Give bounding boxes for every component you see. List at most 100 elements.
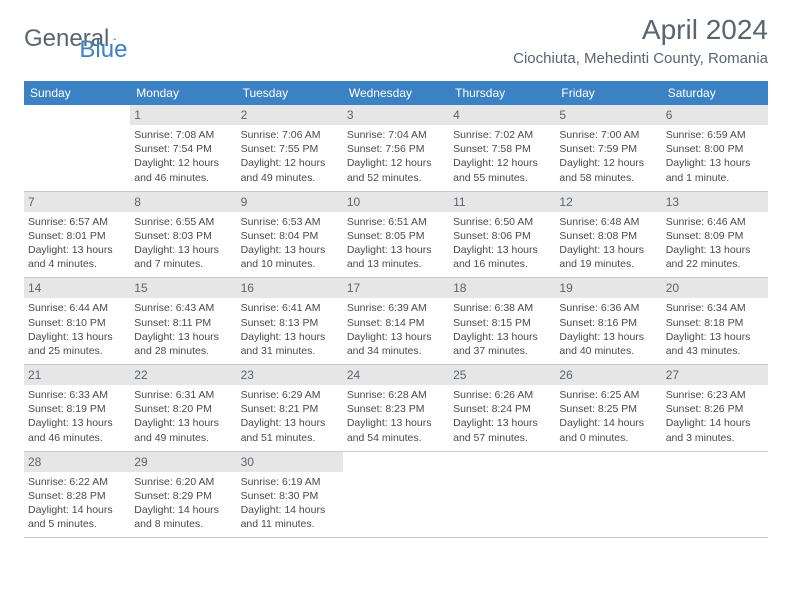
day-cell: 29 Sunrise: 6:20 AMSunset: 8:29 PMDayligh…: [130, 451, 236, 538]
day-cell: [662, 451, 768, 538]
day-info-line: Sunset: 8:25 PM: [559, 402, 657, 416]
day-cell: 12 Sunrise: 6:48 AMSunset: 8:08 PMDayligh…: [555, 191, 661, 278]
day-number: 5: [555, 105, 661, 125]
day-info: Sunrise: 6:51 AMSunset: 8:05 PMDaylight:…: [347, 215, 445, 272]
day-number: 16: [237, 278, 343, 298]
day-info-line: Sunset: 8:21 PM: [241, 402, 339, 416]
day-info-line: Sunrise: 6:43 AM: [134, 301, 232, 315]
day-cell: 10 Sunrise: 6:51 AMSunset: 8:05 PMDayligh…: [343, 191, 449, 278]
day-info-line: Daylight: 12 hours: [347, 156, 445, 170]
day-info-line: and 58 minutes.: [559, 171, 657, 185]
day-info-line: Sunset: 7:56 PM: [347, 142, 445, 156]
day-info: Sunrise: 6:57 AMSunset: 8:01 PMDaylight:…: [28, 215, 126, 272]
day-number: 29: [130, 452, 236, 472]
day-info-line: Daylight: 14 hours: [134, 503, 232, 517]
day-info-line: Daylight: 13 hours: [134, 330, 232, 344]
day-info-line: Sunset: 8:11 PM: [134, 316, 232, 330]
day-info-line: and 57 minutes.: [453, 431, 551, 445]
day-info: Sunrise: 6:39 AMSunset: 8:14 PMDaylight:…: [347, 301, 445, 358]
day-info-line: and 8 minutes.: [134, 517, 232, 531]
empty-day: [555, 452, 661, 470]
day-info: Sunrise: 7:04 AMSunset: 7:56 PMDaylight:…: [347, 128, 445, 185]
day-cell: 3 Sunrise: 7:04 AMSunset: 7:56 PMDaylight…: [343, 105, 449, 191]
day-number: 7: [24, 192, 130, 212]
day-number: 23: [237, 365, 343, 385]
day-cell: 4 Sunrise: 7:02 AMSunset: 7:58 PMDaylight…: [449, 105, 555, 191]
day-cell: 2Sunrise: 7:06 AMSunset: 7:55 PMDaylight…: [237, 105, 343, 191]
day-info: Sunrise: 6:22 AMSunset: 8:28 PMDaylight:…: [28, 475, 126, 532]
day-cell: 26Sunrise: 6:25 AMSunset: 8:25 PMDayligh…: [555, 365, 661, 452]
day-info-line: Daylight: 12 hours: [559, 156, 657, 170]
day-info-line: and 0 minutes.: [559, 431, 657, 445]
day-info: Sunrise: 6:23 AMSunset: 8:26 PMDaylight:…: [666, 388, 764, 445]
day-info-line: and 46 minutes.: [134, 171, 232, 185]
day-info-line: Daylight: 13 hours: [134, 416, 232, 430]
day-cell: 19Sunrise: 6:36 AMSunset: 8:16 PMDayligh…: [555, 278, 661, 365]
day-cell: 23Sunrise: 6:29 AMSunset: 8:21 PMDayligh…: [237, 365, 343, 452]
day-info: Sunrise: 6:59 AMSunset: 8:00 PMDaylight:…: [666, 128, 764, 185]
day-info: Sunrise: 6:44 AMSunset: 8:10 PMDaylight:…: [28, 301, 126, 358]
day-info-line: Sunrise: 6:20 AM: [134, 475, 232, 489]
day-info-line: Sunrise: 6:55 AM: [134, 215, 232, 229]
day-info-line: Sunrise: 6:44 AM: [28, 301, 126, 315]
empty-day: [449, 452, 555, 470]
day-info-line: and 46 minutes.: [28, 431, 126, 445]
day-number: 4: [449, 105, 555, 125]
day-info: Sunrise: 6:31 AMSunset: 8:20 PMDaylight:…: [134, 388, 232, 445]
day-info: Sunrise: 7:02 AMSunset: 7:58 PMDaylight:…: [453, 128, 551, 185]
day-cell: [343, 451, 449, 538]
day-info-line: Sunrise: 6:46 AM: [666, 215, 764, 229]
weekday-header: Thursday: [449, 81, 555, 105]
day-info-line: Daylight: 14 hours: [28, 503, 126, 517]
day-info-line: Sunset: 8:19 PM: [28, 402, 126, 416]
day-info-line: Daylight: 14 hours: [559, 416, 657, 430]
day-info-line: and 40 minutes.: [559, 344, 657, 358]
day-cell: [449, 451, 555, 538]
day-number: 28: [24, 452, 130, 472]
day-info-line: Sunset: 8:06 PM: [453, 229, 551, 243]
brand-logo: General Blue: [24, 14, 127, 64]
day-cell: 6 Sunrise: 6:59 AMSunset: 8:00 PMDaylight…: [662, 105, 768, 191]
day-info-line: Sunset: 8:18 PM: [666, 316, 764, 330]
day-cell: 9Sunrise: 6:53 AMSunset: 8:04 PMDaylight…: [237, 191, 343, 278]
day-info-line: Daylight: 12 hours: [453, 156, 551, 170]
day-info-line: Sunrise: 6:57 AM: [28, 215, 126, 229]
day-cell: 21Sunrise: 6:33 AMSunset: 8:19 PMDayligh…: [24, 365, 130, 452]
weekday-header: Tuesday: [237, 81, 343, 105]
day-cell: [24, 105, 130, 191]
day-info-line: and 55 minutes.: [453, 171, 551, 185]
day-cell: 15Sunrise: 6:43 AMSunset: 8:11 PMDayligh…: [130, 278, 236, 365]
day-info-line: and 31 minutes.: [241, 344, 339, 358]
day-info: Sunrise: 6:20 AMSunset: 8:29 PMDaylight:…: [134, 475, 232, 532]
day-info-line: and 3 minutes.: [666, 431, 764, 445]
day-info-line: Sunrise: 6:26 AM: [453, 388, 551, 402]
weekday-header-row: Sunday Monday Tuesday Wednesday Thursday…: [24, 81, 768, 105]
week-row: 1Sunrise: 7:08 AMSunset: 7:54 PMDaylight…: [24, 105, 768, 191]
day-info-line: Daylight: 13 hours: [453, 243, 551, 257]
empty-day: [24, 105, 130, 123]
day-number: 10: [343, 192, 449, 212]
day-cell: 8Sunrise: 6:55 AMSunset: 8:03 PMDaylight…: [130, 191, 236, 278]
day-info-line: Sunrise: 6:19 AM: [241, 475, 339, 489]
day-number: 8: [130, 192, 236, 212]
day-info: Sunrise: 6:48 AMSunset: 8:08 PMDaylight:…: [559, 215, 657, 272]
day-info-line: Daylight: 13 hours: [453, 330, 551, 344]
day-cell: 14Sunrise: 6:44 AMSunset: 8:10 PMDayligh…: [24, 278, 130, 365]
day-info-line: Daylight: 12 hours: [134, 156, 232, 170]
day-number: 1: [130, 105, 236, 125]
day-cell: 1Sunrise: 7:08 AMSunset: 7:54 PMDaylight…: [130, 105, 236, 191]
day-info-line: Sunset: 8:05 PM: [347, 229, 445, 243]
day-info-line: Daylight: 13 hours: [28, 416, 126, 430]
day-info-line: Sunset: 8:20 PM: [134, 402, 232, 416]
weekday-header: Saturday: [662, 81, 768, 105]
day-info-line: Daylight: 13 hours: [134, 243, 232, 257]
day-number: 3: [343, 105, 449, 125]
day-number: 6: [662, 105, 768, 125]
day-info-line: and 43 minutes.: [666, 344, 764, 358]
day-number: 20: [662, 278, 768, 298]
day-number: 11: [449, 192, 555, 212]
day-info: Sunrise: 7:00 AMSunset: 7:59 PMDaylight:…: [559, 128, 657, 185]
day-info-line: Sunset: 8:01 PM: [28, 229, 126, 243]
day-info-line: Daylight: 13 hours: [28, 330, 126, 344]
day-number: 12: [555, 192, 661, 212]
